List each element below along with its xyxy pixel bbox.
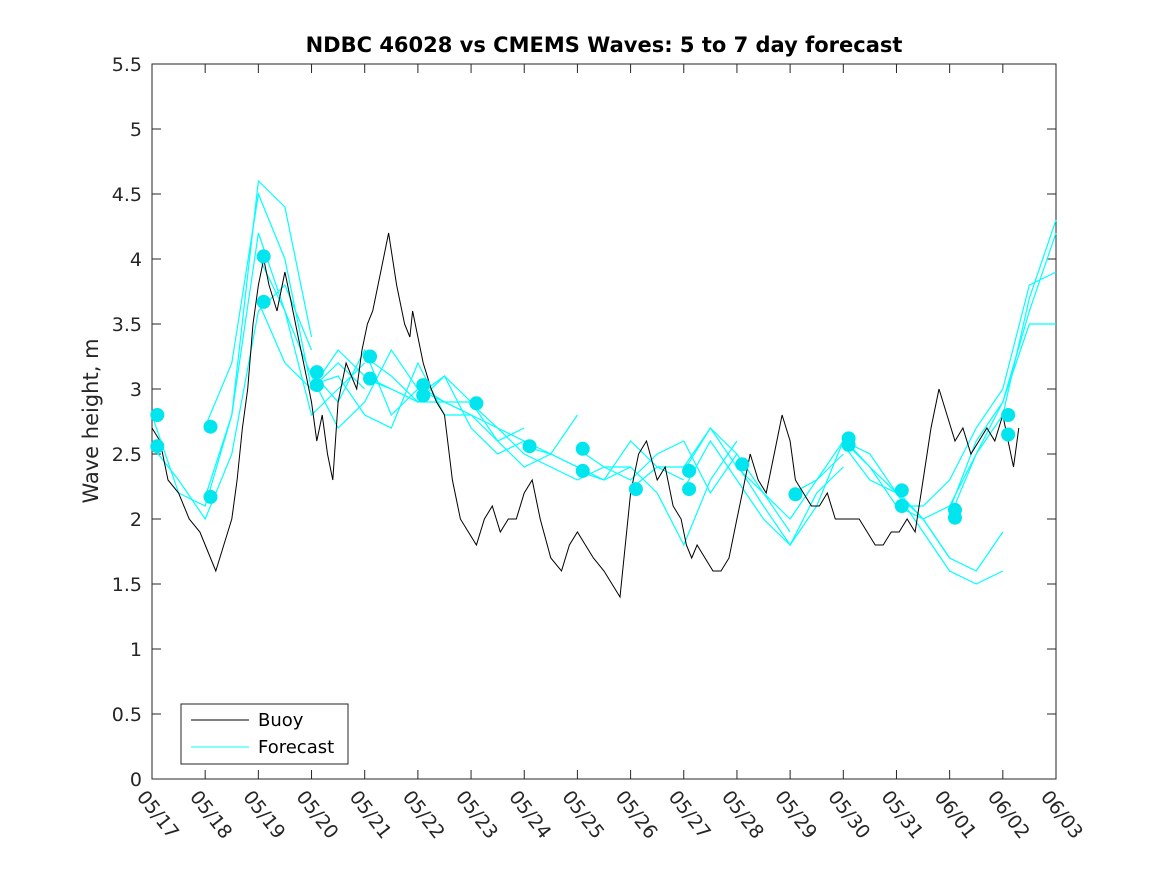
legend-box	[180, 703, 349, 765]
forecast-marker	[628, 482, 643, 497]
axes-box	[151, 63, 1057, 780]
legend-forecast-label: Forecast	[258, 737, 334, 758]
forecast-marker	[363, 349, 378, 364]
x-tick-label: 05/18	[185, 787, 236, 844]
y-tick-label: 1	[130, 639, 142, 661]
forecast-marker	[1001, 408, 1016, 422]
forecast-line	[842, 444, 1004, 585]
x-tick-label: 06/02	[983, 787, 1034, 844]
forecast-marker	[522, 439, 537, 454]
forecast-marker	[788, 487, 803, 502]
forecast-marker	[256, 249, 271, 264]
forecast-marker	[1001, 427, 1016, 442]
y-tick-label: 1.5	[112, 574, 142, 596]
x-tick-label: 06/01	[930, 787, 981, 844]
forecast-marker	[203, 419, 218, 434]
forecast-line	[524, 440, 685, 481]
forecast-marker	[682, 482, 697, 497]
forecast-line	[151, 179, 313, 507]
forecast-marker	[309, 378, 324, 393]
legend: Buoy Forecast	[180, 703, 349, 765]
y-tick-label: 0.5	[112, 704, 142, 726]
x-tick-label: 05/17	[132, 787, 183, 844]
forecast-marker	[203, 489, 218, 504]
x-tick-label: 05/29	[770, 787, 821, 844]
x-tick-label: 05/19	[238, 787, 289, 844]
forecast-line	[949, 323, 1056, 511]
x-tick-label: 06/03	[1036, 787, 1087, 844]
forecast-line	[311, 361, 472, 429]
forecast-line	[949, 219, 1057, 518]
forecast-marker	[416, 388, 431, 403]
y-tick-label: 3	[130, 379, 142, 401]
forecast-line	[896, 271, 1057, 507]
x-tick-label: 05/20	[292, 787, 343, 844]
y-tick-label: 2	[130, 509, 142, 531]
y-tick-label: 2.5	[112, 444, 142, 466]
forecast-line	[151, 283, 313, 521]
forecast-marker	[363, 371, 378, 386]
forecast-marker	[416, 378, 431, 393]
forecast-line	[683, 439, 844, 546]
x-tick-label: 05/28	[717, 787, 768, 844]
y-axis-label: Wave height, m	[79, 338, 103, 503]
y-tick-label: 0	[130, 769, 142, 791]
forecast-line	[257, 256, 419, 429]
x-tick-label: 05/22	[398, 787, 449, 844]
forecast-marker	[309, 365, 324, 380]
x-tick-label: 05/30	[823, 787, 874, 844]
forecast-marker	[150, 408, 165, 422]
x-tick-label: 05/27	[664, 787, 715, 844]
forecast-line	[257, 301, 419, 403]
forecast-marker	[841, 437, 856, 452]
forecast-marker	[575, 441, 590, 456]
forecast-line	[842, 437, 1004, 572]
forecast-marker	[894, 499, 909, 513]
forecast-line	[417, 384, 578, 455]
forecast-line	[896, 232, 1057, 520]
chart-title: NDBC 46028 vs CMEMS Waves: 5 to 7 day fo…	[306, 33, 903, 57]
y-tick-label: 5	[130, 119, 142, 141]
x-tick-label: 05/26	[611, 787, 662, 844]
legend-buoy-label: Buoy	[258, 710, 304, 731]
forecast-marker	[256, 294, 271, 309]
y-tick-label: 4	[130, 249, 142, 271]
y-tick-label: 5.5	[112, 54, 142, 76]
x-tick-label: 05/25	[557, 787, 608, 844]
forecast-marker	[735, 457, 750, 472]
forecast-marker	[575, 463, 590, 478]
forecast-marker	[947, 510, 962, 525]
buoy-line	[151, 232, 1020, 599]
forecast-line	[204, 191, 366, 427]
forecast-marker	[150, 439, 165, 454]
y-tick-label: 4.5	[112, 184, 142, 206]
x-tick-label: 05/31	[877, 787, 928, 844]
forecast-line	[577, 440, 738, 495]
forecast-marker	[469, 396, 484, 411]
forecast-line	[577, 440, 738, 547]
forecast-marker	[682, 463, 697, 478]
forecast-marker	[894, 483, 909, 498]
x-tick-label: 05/23	[451, 787, 502, 844]
x-tick-label: 05/21	[345, 787, 396, 844]
y-tick-label: 3.5	[112, 314, 142, 336]
x-tick-label: 05/24	[504, 787, 555, 844]
